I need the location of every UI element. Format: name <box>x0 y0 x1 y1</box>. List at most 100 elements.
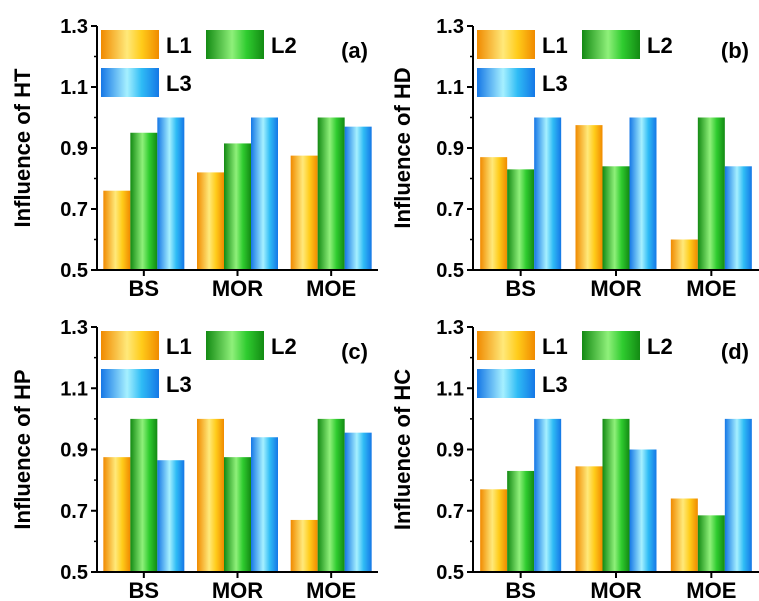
panel-label: (a) <box>341 38 368 63</box>
panel-label: (c) <box>341 339 368 364</box>
legend-swatch-l2 <box>206 331 264 360</box>
y-axis-label: Influence of HT <box>10 68 35 227</box>
bar-l1-moe <box>290 519 318 572</box>
legend-label-l3: L3 <box>542 372 568 397</box>
bar-l1-mor <box>575 125 603 270</box>
y-tick-label: 0.9 <box>60 138 88 160</box>
x-tick-label: MOR <box>212 578 263 601</box>
bar-l1-mor <box>197 418 224 572</box>
y-tick-label: 1.1 <box>436 378 464 400</box>
y-tick-label: 1.3 <box>436 16 464 38</box>
legend-swatch-l1 <box>477 331 535 360</box>
bar-l2-moe <box>697 515 725 572</box>
bar-l1-bs <box>103 190 131 270</box>
y-tick-label: 1.1 <box>60 378 88 400</box>
bar-l3-moe <box>724 166 752 270</box>
bar-l3-mor <box>629 117 657 270</box>
x-tick-label: BS <box>505 276 536 301</box>
y-tick-label: 1.3 <box>60 16 88 38</box>
bar-l2-bs <box>130 418 158 572</box>
y-tick-label: 0.7 <box>436 199 464 221</box>
bar-l3-bs <box>157 460 185 572</box>
legend-label-l1: L1 <box>542 33 568 58</box>
panel-label: (d) <box>721 339 749 364</box>
bar-l2-bs <box>130 132 158 270</box>
bar-l2-mor <box>224 457 251 572</box>
x-tick-label: MOE <box>686 578 736 601</box>
bar-l3-moe <box>724 418 752 572</box>
bar-l2-moe <box>697 117 725 270</box>
bar-l3-moe <box>344 432 372 572</box>
legend-swatch-l2 <box>582 331 640 360</box>
x-tick-label: MOR <box>590 578 641 601</box>
bar-l1-bs <box>480 157 508 270</box>
x-tick-label: MOE <box>306 578 356 601</box>
x-tick-label: MOE <box>306 276 356 301</box>
bar-l2-moe <box>317 117 345 270</box>
legend-label-l3: L3 <box>542 71 568 96</box>
legend-swatch-l3 <box>101 68 159 97</box>
legend-label-l2: L2 <box>271 33 297 58</box>
y-tick-label: 0.9 <box>60 440 88 462</box>
y-tick-label: 0.5 <box>436 562 464 584</box>
y-tick-label: 0.5 <box>60 562 88 584</box>
bar-l1-mor <box>575 466 603 572</box>
bar-l2-mor <box>224 143 251 270</box>
chart-panel-d: BS MOR MOE 0.5 0.7 0.9 1.1 1.3 Influence of HC L1… <box>390 317 759 601</box>
y-tick-label: 1.3 <box>436 317 464 339</box>
x-tick-label: BS <box>129 578 160 601</box>
legend-label-l2: L2 <box>271 334 297 359</box>
chart-panel-b: BS MOR MOE 0.5 0.7 0.9 1.1 1.3 Influence of HD L1… <box>390 16 759 301</box>
y-tick-label: 0.7 <box>436 501 464 523</box>
chart-panel-c: BS MOR MOE 0.5 0.7 0.9 1.1 1.3 Influence of HP L1… <box>10 317 378 601</box>
y-tick-label: 0.7 <box>60 501 88 523</box>
y-tick-label: 1.1 <box>60 77 88 99</box>
legend-swatch-l2 <box>582 30 640 59</box>
legend-swatch-l3 <box>101 369 159 398</box>
x-tick-label: MOR <box>212 276 263 301</box>
legend-swatch-l3 <box>477 68 535 97</box>
legend-swatch-l2 <box>206 30 264 59</box>
legend-label-l3: L3 <box>166 372 192 397</box>
bar-l3-mor <box>629 449 657 572</box>
x-tick-label: MOE <box>686 276 736 301</box>
y-axis-label: Influence of HP <box>10 369 35 529</box>
legend-label-l2: L2 <box>647 334 673 359</box>
bar-l1-bs <box>103 457 131 572</box>
bar-l3-moe <box>344 126 372 271</box>
bar-l1-moe <box>670 498 698 572</box>
bar-l1-moe <box>290 155 318 270</box>
x-tick-label: BS <box>129 276 160 301</box>
legend-label-l2: L2 <box>647 33 673 58</box>
bar-l2-mor <box>602 166 630 270</box>
bar-l2-mor <box>602 418 630 572</box>
y-tick-label: 0.9 <box>436 138 464 160</box>
y-tick-label: 0.5 <box>60 260 88 282</box>
bar-l3-bs <box>534 117 562 270</box>
legend-label-l1: L1 <box>542 334 568 359</box>
legend-swatch-l1 <box>101 30 159 59</box>
bar-l3-bs <box>534 418 562 572</box>
y-tick-label: 1.1 <box>436 77 464 99</box>
y-tick-label: 1.3 <box>60 317 88 339</box>
bar-l1-moe <box>670 239 698 270</box>
legend-label-l3: L3 <box>166 71 192 96</box>
y-axis-label: Influence of HD <box>390 67 415 228</box>
y-tick-label: 0.5 <box>436 260 464 282</box>
bar-l3-mor <box>251 117 278 270</box>
legend-swatch-l1 <box>477 30 535 59</box>
y-tick-label: 0.7 <box>60 199 88 221</box>
legend-label-l1: L1 <box>166 33 192 58</box>
bar-l2-moe <box>317 418 345 572</box>
x-tick-label: BS <box>505 578 536 601</box>
bar-l1-bs <box>480 489 508 572</box>
legend-swatch-l1 <box>101 331 159 360</box>
x-tick-label: MOR <box>590 276 641 301</box>
legend-swatch-l3 <box>477 369 535 398</box>
bar-l3-mor <box>251 437 278 572</box>
panel-label: (b) <box>721 38 749 63</box>
legend-label-l1: L1 <box>166 334 192 359</box>
y-tick-label: 0.9 <box>436 440 464 462</box>
bar-l1-mor <box>197 172 224 270</box>
